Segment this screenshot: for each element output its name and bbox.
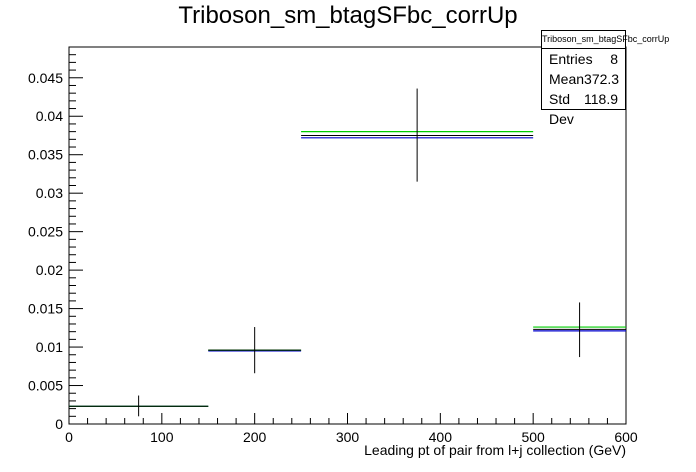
y-tick-label: 0.01: [36, 339, 63, 355]
y-tick-label: 0.025: [28, 224, 63, 240]
x-tick-label: 500: [521, 429, 545, 445]
stats-value: 118.9: [584, 91, 618, 107]
x-axis: 0 100 200 300 400 500 600: [65, 413, 638, 445]
y-tick-label: 0: [55, 416, 63, 432]
stats-value: 8: [610, 51, 618, 67]
y-tick-label: 0.045: [28, 70, 63, 86]
x-tick-label: 200: [243, 429, 267, 445]
y-axis: 0 0.005 0.01 0.015 0.02 0.025 0.03 0.035 0.04 0.0…: [28, 46, 83, 432]
x-tick-label: 100: [150, 429, 174, 445]
stats-row-stddev: Std Dev 118.9: [542, 89, 625, 127]
y-tick-label: 0.04: [36, 108, 63, 124]
stats-label: Entries: [549, 51, 593, 67]
y-tick-label: 0.035: [28, 147, 63, 163]
x-tick-label: 400: [429, 429, 453, 445]
stats-label: Std Dev: [549, 91, 574, 127]
x-tick-label: 600: [614, 429, 638, 445]
stats-box: Triboson_sm_btagSFbc_corrUp Entries 8 Me…: [541, 30, 669, 127]
chart-title: Triboson_sm_btagSFbc_corrUp: [178, 2, 518, 29]
x-tick-label: 0: [65, 429, 73, 445]
x-axis-label: Leading pt of pair from l+j collection (…: [364, 442, 626, 458]
y-tick-label: 0.015: [28, 301, 63, 317]
stats-label: Mean: [549, 71, 585, 87]
y-tick-label: 0.005: [28, 378, 63, 394]
stats-title: Triboson_sm_btagSFbc_corrUp: [542, 31, 669, 49]
stats-row-entries: Entries 8: [542, 49, 625, 69]
y-tick-label: 0.03: [36, 185, 63, 201]
x-tick-label: 300: [336, 429, 360, 445]
stats-value: 372.3: [584, 71, 620, 87]
y-tick-label: 0.02: [36, 262, 63, 278]
stats-row-mean: Mean 372.3: [542, 69, 625, 89]
histogram-bins: [69, 88, 626, 417]
